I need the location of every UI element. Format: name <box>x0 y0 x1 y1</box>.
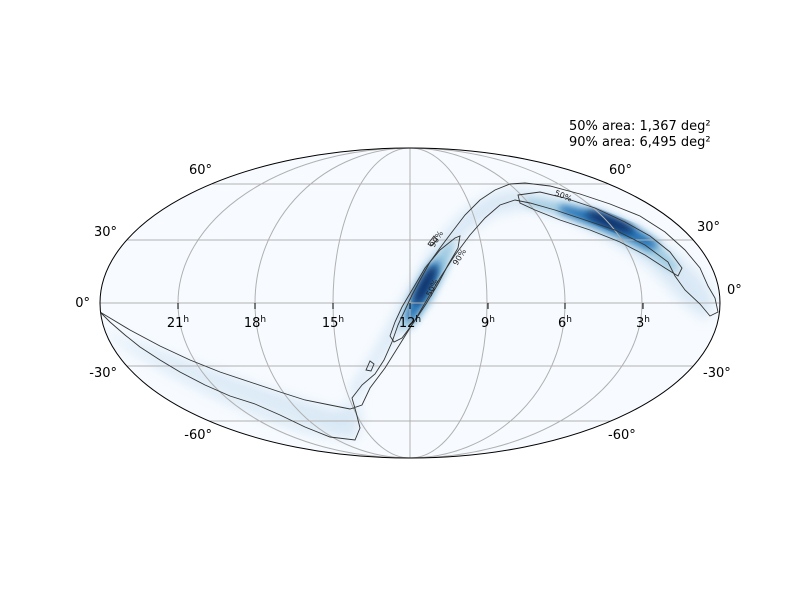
ra-tick-3h: 3h <box>636 315 650 331</box>
dec-right-30: 30° <box>697 220 720 235</box>
ra-tick-12h: 12h <box>399 315 421 331</box>
area-90-text: 90% area: 6,495 deg² <box>569 135 711 150</box>
dec-axis-left: 60° 30° 0° -30° -60° <box>75 163 212 443</box>
dec-right-60: 60° <box>609 163 632 178</box>
dec-right-m60: -60° <box>608 428 636 443</box>
contour-50 <box>389 191 683 343</box>
map-outline <box>99 147 721 459</box>
dec-right-m30: -30° <box>703 366 731 381</box>
ra-tick-9h: 9h <box>481 315 495 331</box>
dec-right-0: 0° <box>727 283 742 298</box>
dec-left-60: 60° <box>189 163 212 178</box>
ra-tick-6h: 6h <box>558 315 572 331</box>
area-annotation: 50% area: 1,367 deg² 90% area: 6,495 deg… <box>569 119 711 151</box>
ra-tick-21h: 21h <box>167 315 189 331</box>
contour-90 <box>100 182 719 441</box>
dec-left-m60: -60° <box>184 428 212 443</box>
dec-axis-right: 60° 30° 0° -30° -60° <box>608 163 742 443</box>
ra-tick-15h: 15h <box>322 315 344 331</box>
dec-left-m30: -30° <box>89 366 117 381</box>
probability-peak <box>413 210 635 305</box>
area-50-text: 50% area: 1,367 deg² <box>569 119 711 134</box>
ra-axis: 21h 18h 15h 12h 9h 6h 3h <box>167 303 650 331</box>
dec-left-0: 0° <box>75 296 90 311</box>
dec-left-30: 30° <box>94 225 117 240</box>
ra-tick-18h: 18h <box>244 315 266 331</box>
